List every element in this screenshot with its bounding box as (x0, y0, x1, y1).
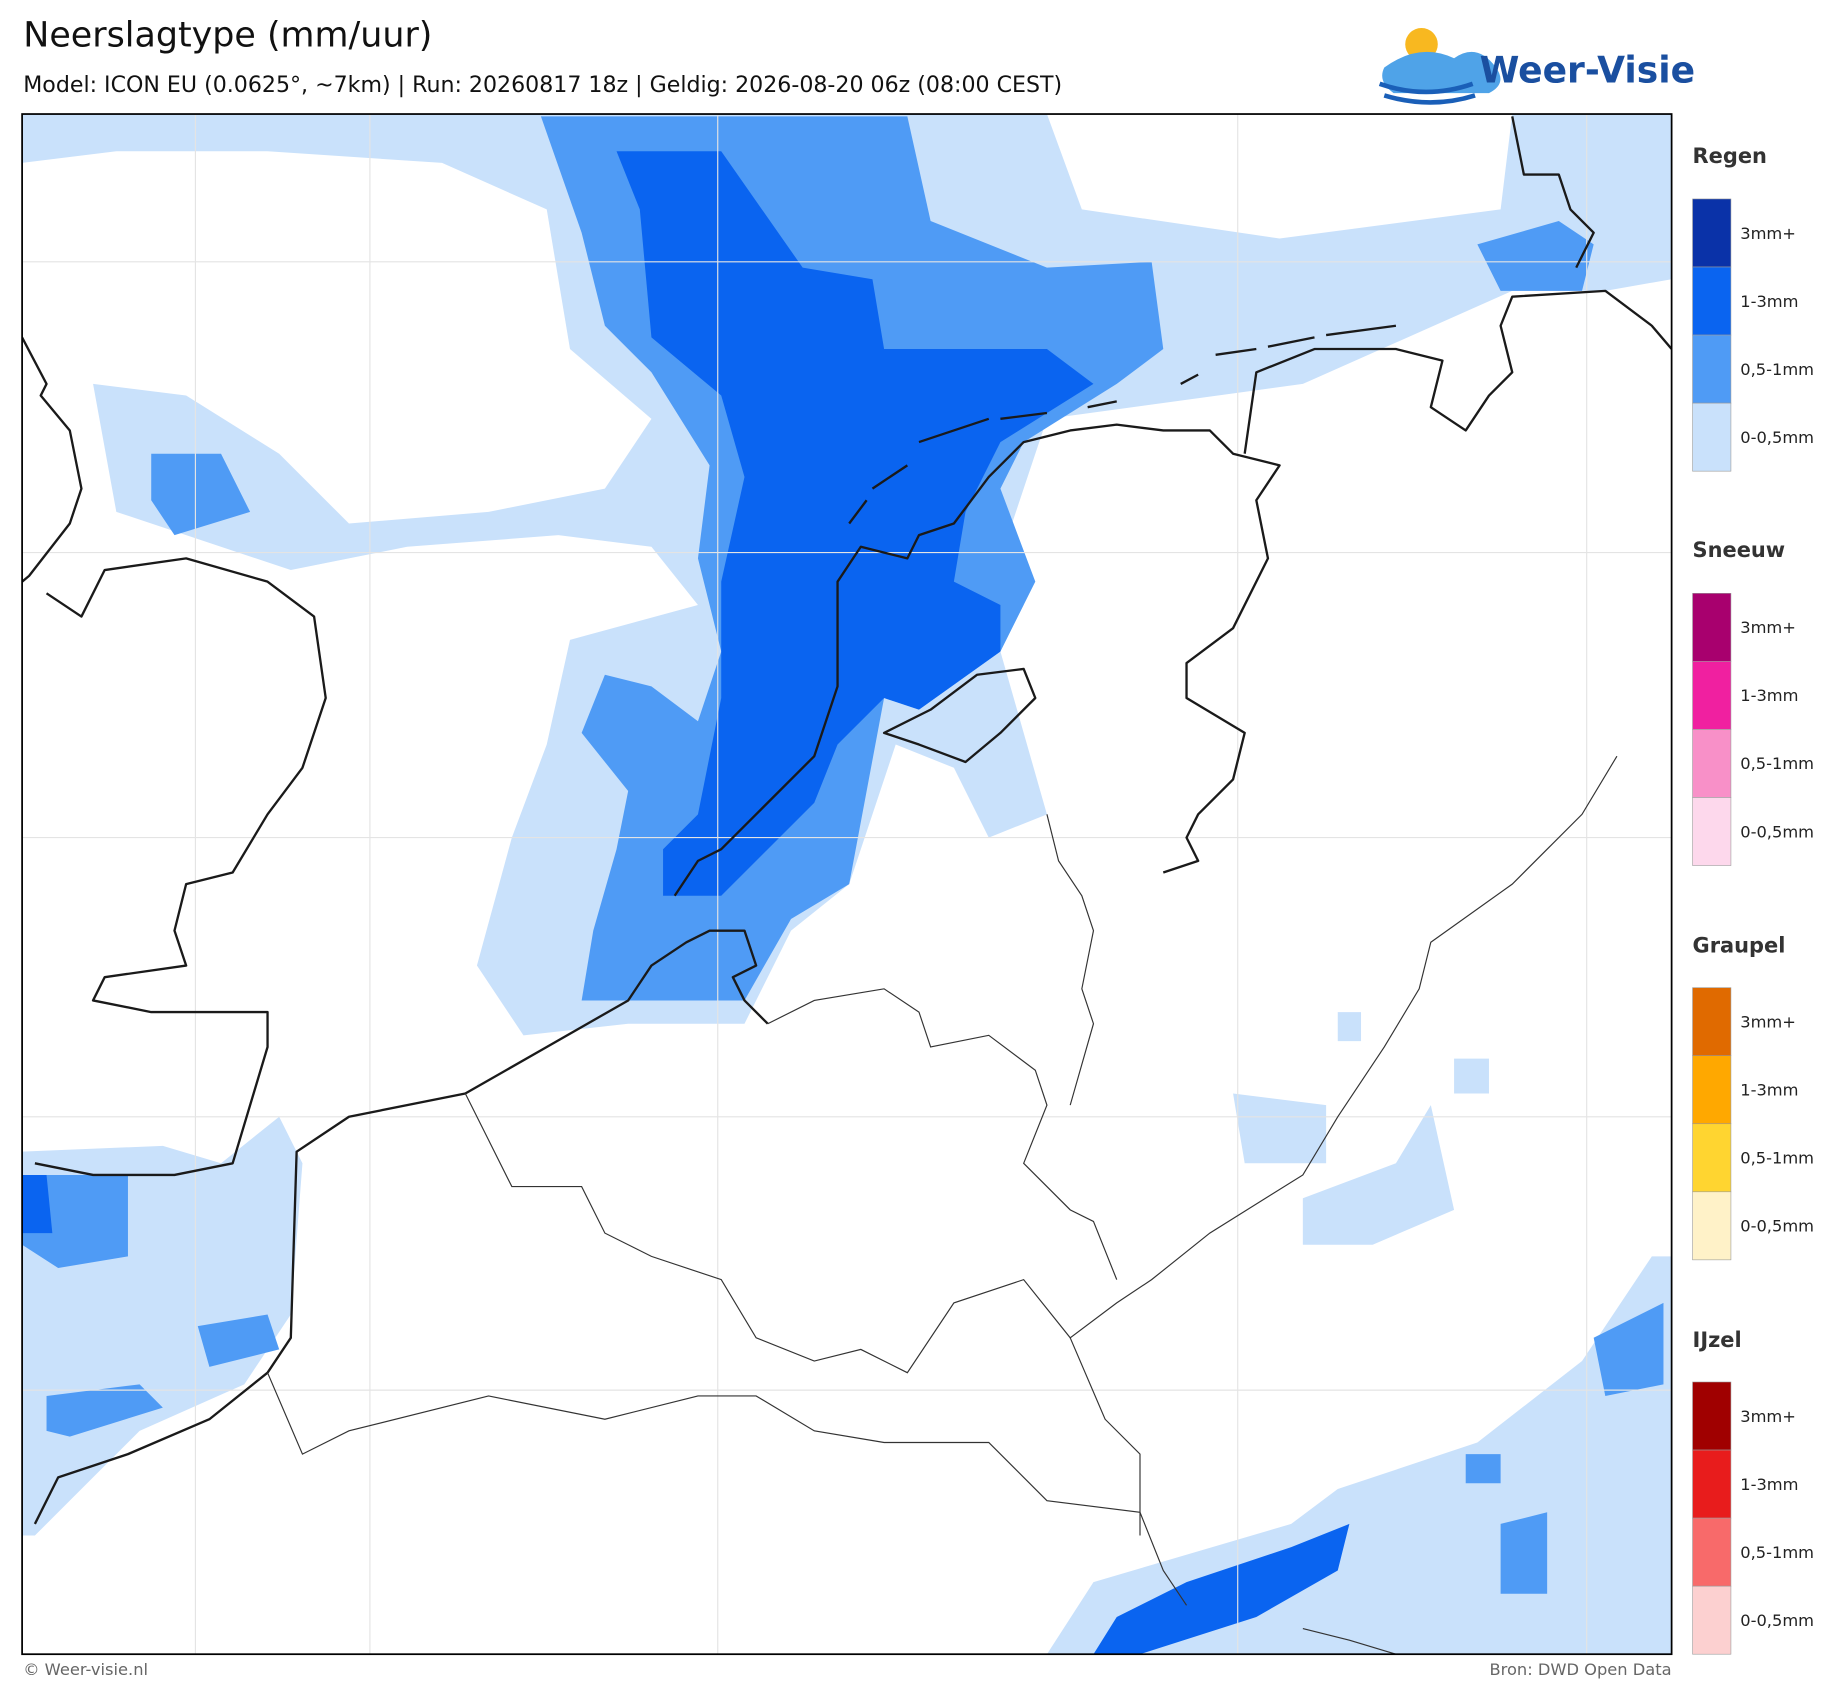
borders (267, 755, 1618, 1655)
legend-swatch (1692, 266, 1732, 336)
legend-swatch (1692, 729, 1732, 798)
legend-label: 0,5-1mm (1740, 360, 1814, 379)
legend-title: IJzel (1693, 1328, 1742, 1352)
grid (22, 114, 1672, 1655)
legend-title: Sneeuw (1693, 538, 1786, 562)
legend-swatch (1692, 1585, 1732, 1655)
coastlines (22, 116, 1672, 1525)
legend-swatch (1692, 1055, 1732, 1125)
legend-label: 1-3mm (1740, 292, 1798, 311)
legend-swatch (1692, 1449, 1732, 1519)
legend-title: Regen (1693, 144, 1767, 168)
legend-label: 3mm+ (1740, 1012, 1796, 1031)
legend-swatch (1692, 593, 1732, 662)
legend-label: 3mm+ (1740, 1407, 1796, 1426)
legend: Regen 3mm+ 1-3mm 0,5-1mm 0-0,5mm Sneeuw 3mm+ 1-… (1692, 144, 1814, 1655)
legend-label: 0,5-1mm (1740, 1543, 1814, 1562)
legend-swatch (1692, 987, 1732, 1056)
logo-text: Weer-Visie (1480, 50, 1695, 92)
title: Neerslagtype (mm/uur) (23, 16, 432, 56)
legend-swatch (1692, 1517, 1732, 1587)
legend-label: 0-0,5mm (1740, 1217, 1814, 1236)
legend-label: 0-0,5mm (1740, 1611, 1814, 1630)
footer-right: Bron: DWD Open Data (1489, 1660, 1671, 1679)
legend-label: 0,5-1mm (1740, 754, 1814, 773)
legend-swatch (1692, 661, 1732, 730)
map (21, 113, 1673, 1656)
logo: Weer-Visie (1378, 27, 1695, 105)
legend-swatch (1692, 198, 1732, 268)
legend-label: 3mm+ (1740, 224, 1796, 243)
legend-swatch (1692, 797, 1732, 866)
legend-label: 0-0,5mm (1740, 822, 1814, 841)
legend-swatch (1692, 1123, 1732, 1193)
legend-title: Graupel (1693, 934, 1786, 958)
legend-swatch (1692, 402, 1732, 472)
footer-left: © Weer-visie.nl (23, 1660, 148, 1679)
legend-swatch (1692, 1191, 1732, 1261)
legend-swatch (1692, 1381, 1732, 1451)
legend-label: 1-3mm (1740, 1475, 1798, 1494)
legend-swatch (1692, 334, 1732, 404)
legend-label: 1-3mm (1740, 686, 1798, 705)
legend-label: 0-0,5mm (1740, 428, 1814, 447)
legend-label: 1-3mm (1740, 1081, 1798, 1100)
legend-label: 0,5-1mm (1740, 1149, 1814, 1168)
subtitle: Model: ICON EU (0.0625°, ~7km) | Run: 20… (23, 72, 1062, 98)
legend-label: 3mm+ (1740, 618, 1796, 637)
